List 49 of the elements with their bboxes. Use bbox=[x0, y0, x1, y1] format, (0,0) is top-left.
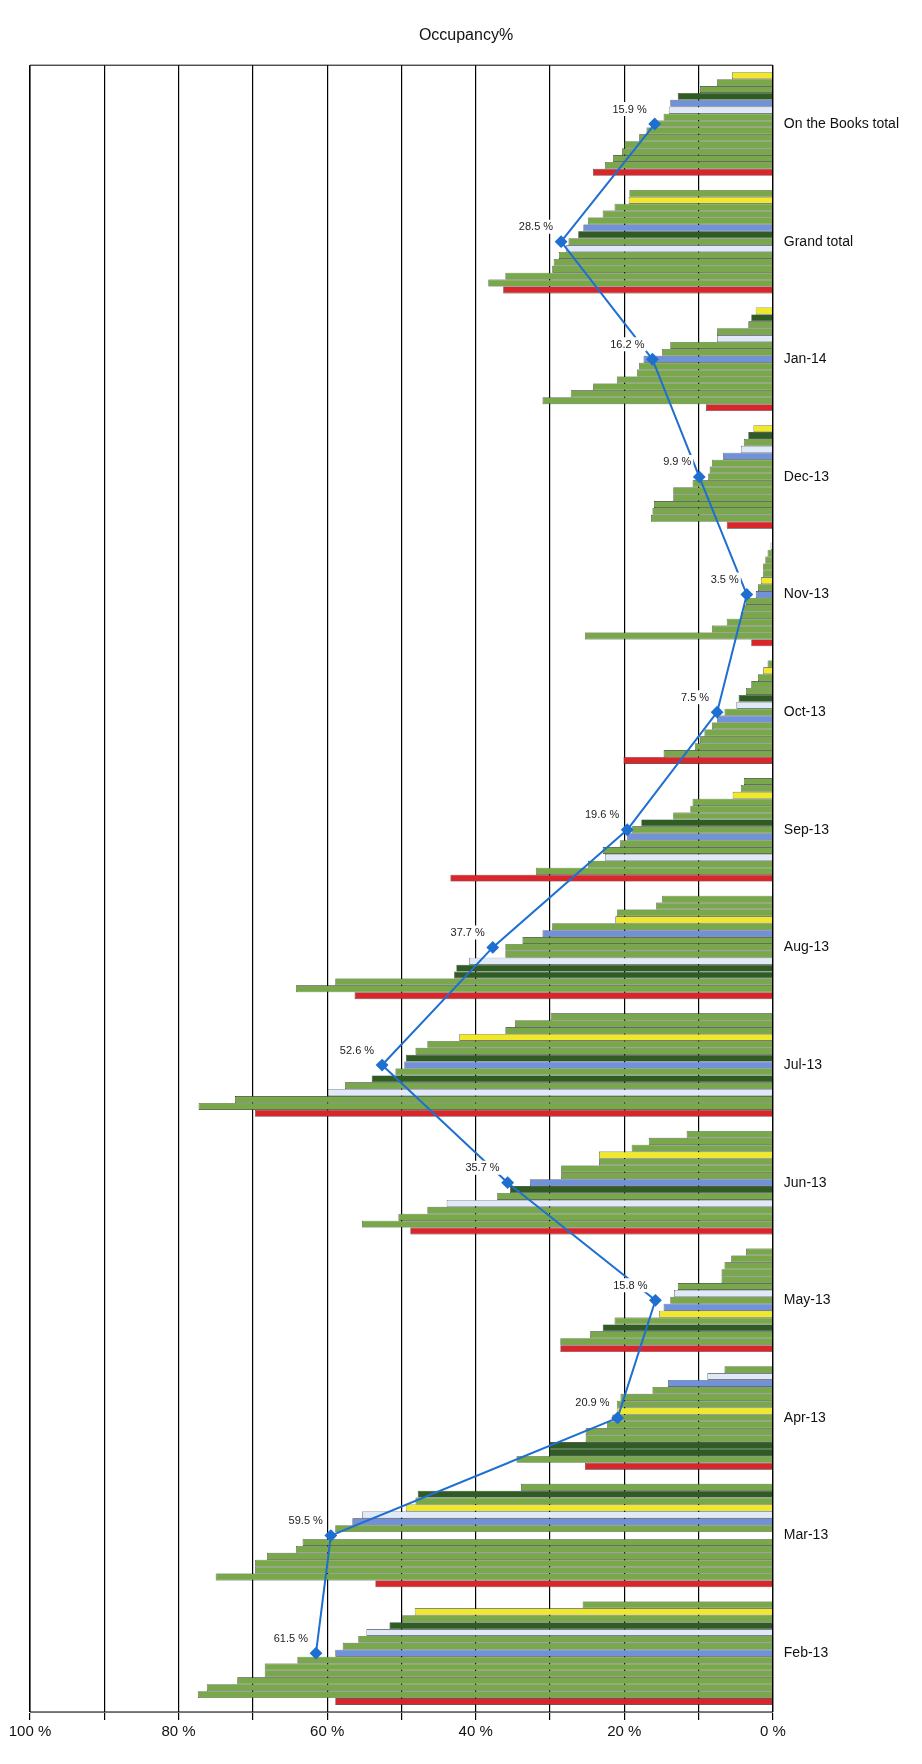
data-label: 15.8 % bbox=[613, 1278, 648, 1291]
point bbox=[740, 588, 753, 601]
data-label: 28.5 % bbox=[518, 220, 554, 233]
point bbox=[486, 941, 499, 954]
point bbox=[648, 118, 661, 131]
data-label: 19.6 % bbox=[584, 808, 620, 821]
point bbox=[376, 1059, 389, 1072]
point bbox=[611, 1411, 624, 1424]
x-tick-label: 0 % bbox=[759, 1722, 786, 1740]
point bbox=[693, 470, 706, 483]
y-tick-label: Jul-13 bbox=[783, 1055, 823, 1072]
y-tick-label: Feb-13 bbox=[783, 1644, 829, 1661]
chart-title: Occupancy% bbox=[418, 26, 514, 44]
y-tick-label: Mar-13 bbox=[783, 1526, 829, 1543]
y-tick-label: Jan-14 bbox=[783, 350, 827, 367]
data-label: 61.5 % bbox=[273, 1631, 309, 1644]
x-tick-label: 80 % bbox=[161, 1722, 196, 1740]
y-tick-label: Sep-13 bbox=[783, 820, 830, 837]
x-tick-label: 100 % bbox=[8, 1722, 52, 1740]
data-label: 15.9 % bbox=[612, 102, 647, 115]
data-label: 7.5 % bbox=[680, 690, 710, 703]
data-label: 16.2 % bbox=[610, 337, 645, 350]
point bbox=[324, 1529, 337, 1542]
data-label: 20.9 % bbox=[575, 1396, 610, 1409]
data-label: 37.7 % bbox=[450, 925, 485, 938]
point bbox=[555, 235, 568, 248]
point bbox=[646, 353, 659, 366]
y-tick-label: Apr-13 bbox=[783, 1408, 827, 1425]
point bbox=[309, 1647, 322, 1660]
data-label: 9.9 % bbox=[663, 455, 692, 468]
y-tick-label: Jun-13 bbox=[783, 1173, 827, 1190]
data-label: 3.5 % bbox=[710, 573, 740, 586]
y-tick-label: Grand total bbox=[783, 232, 854, 249]
x-tick-label: 20 % bbox=[607, 1722, 642, 1740]
y-tick-label: May-13 bbox=[783, 1291, 831, 1308]
point bbox=[711, 706, 724, 719]
data-label: 59.5 % bbox=[288, 1514, 324, 1527]
x-tick-label: 60 % bbox=[310, 1722, 345, 1740]
point bbox=[621, 823, 634, 836]
y-tick-label: Oct-13 bbox=[783, 703, 827, 720]
data-label: 35.7 % bbox=[465, 1161, 500, 1174]
y-tick-label: Dec-13 bbox=[783, 467, 830, 484]
y-tick-label: Nov-13 bbox=[783, 585, 830, 602]
x-tick-label: 40 % bbox=[458, 1722, 493, 1740]
point bbox=[501, 1176, 514, 1189]
y-tick-label: Aug-13 bbox=[783, 938, 830, 955]
data-label: 52.6 % bbox=[339, 1043, 375, 1056]
point bbox=[649, 1294, 662, 1307]
y-tick-label: On the Books total bbox=[783, 114, 900, 131]
